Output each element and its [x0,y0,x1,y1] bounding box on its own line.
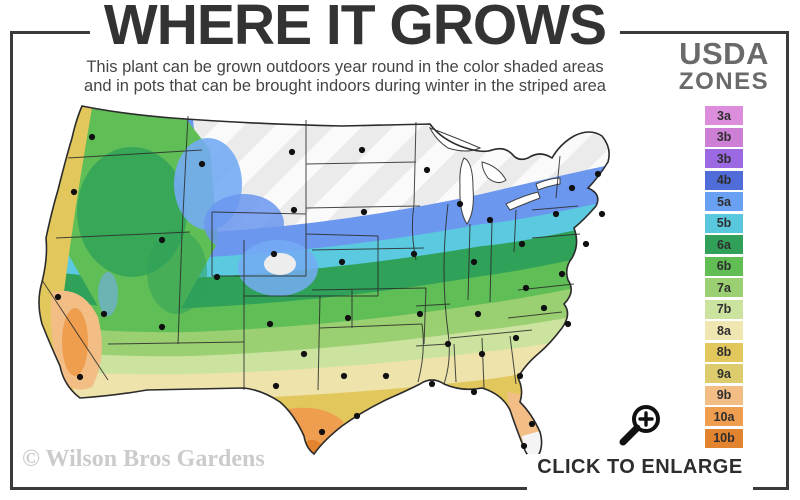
city-dot [568,184,576,192]
legend-zone-3b-2: 3b [705,149,743,168]
city-dot [54,293,62,301]
legend-zone-10a-14: 10a [705,407,743,426]
city-dot [344,314,352,322]
legend-zone-10b-15: 10b [705,428,743,448]
us-map-outline [38,105,610,458]
legend-zone-4b-3: 4b [705,170,743,190]
usda-zones-legend: USDA ZONES 3a 3b 3b 4b 5a 5b 6a 6b 7a 7b 8a 8b 9a 9b 1… [668,38,780,448]
legend-zone-9b-13: 9b [705,385,743,405]
legend-zone-6a-6: 6a [705,235,743,254]
city-dot [382,372,390,380]
usda-zone-map[interactable] [12,92,672,472]
city-dots [54,133,606,450]
city-dot [198,160,206,168]
click-to-enlarge[interactable]: CLICK TO ENLARGE [520,402,760,493]
city-dot [272,382,280,390]
great-lakes [428,127,561,225]
city-dot [358,146,366,154]
city-dot [516,372,524,380]
city-dot [76,373,84,381]
legend-title-zones: ZONES [678,68,770,95]
subtitle-line-2: and in pots that can be brought indoors … [84,77,606,95]
city-dot [318,428,326,436]
subtitle: This plant can be grown outdoors year ro… [0,58,690,96]
city-dot [338,258,346,266]
city-dot [470,388,478,396]
city-dot [512,334,520,342]
zone-swatch-list: 3a 3b 3b 4b 5a 5b 6a 6b 7a 7b 8a 8b 9a 9b 10a 10b [668,106,780,448]
legend-zone-5a-4: 5a [705,192,743,211]
city-dot [444,340,452,348]
city-dot [470,258,478,266]
city-dot [100,310,108,318]
city-dot [158,323,166,331]
city-dot [478,350,486,358]
city-dot [360,208,368,216]
city-dot [540,304,548,312]
city-dot [70,188,78,196]
city-dot [340,372,348,380]
legend-zone-5b-5: 5b [705,213,743,233]
click-to-enlarge-label[interactable]: CLICK TO ENLARGE [527,454,753,493]
city-dot [290,206,298,214]
watermark: © Wilson Bros Gardens [22,446,265,472]
city-dot [582,240,590,248]
city-dot [88,133,96,141]
city-dot [552,210,560,218]
legend-zone-7a-8: 7a [705,278,743,297]
zone-shading [39,106,610,457]
city-dot [416,310,424,318]
legend-zone-7b-9: 7b [705,299,743,319]
city-dot [456,200,464,208]
city-dot [300,350,308,358]
legend-zone-3a-0: 3a [705,106,743,125]
legend-zone-8b-11: 8b [705,342,743,362]
legend-zone-3b-1: 3b [705,127,743,147]
legend-zone-9a-12: 9a [705,364,743,383]
city-dot [522,284,530,292]
subtitle-line-1: This plant can be grown outdoors year ro… [86,58,604,76]
city-dot [558,270,566,278]
city-dot [270,250,278,258]
city-dot [518,240,526,248]
magnifier-zoom-icon [619,405,660,446]
page-title: WHERE IT GROWS [89,0,621,58]
city-dot [564,320,572,328]
legend-zone-6b-7: 6b [705,256,743,276]
city-dot [266,320,274,328]
city-dot [520,442,528,450]
city-dot [528,420,536,428]
legend-zone-8a-10: 8a [705,321,743,340]
city-dot [594,170,602,178]
city-dot [353,412,361,420]
city-dot [428,380,436,388]
city-dot [598,210,606,218]
city-dot [410,250,418,258]
city-dot [213,273,221,281]
legend-title-usda: USDA [679,36,769,71]
city-dot [288,148,296,156]
city-dot [158,236,166,244]
city-dot [486,216,494,224]
city-dot [423,166,431,174]
city-dot [474,310,482,318]
